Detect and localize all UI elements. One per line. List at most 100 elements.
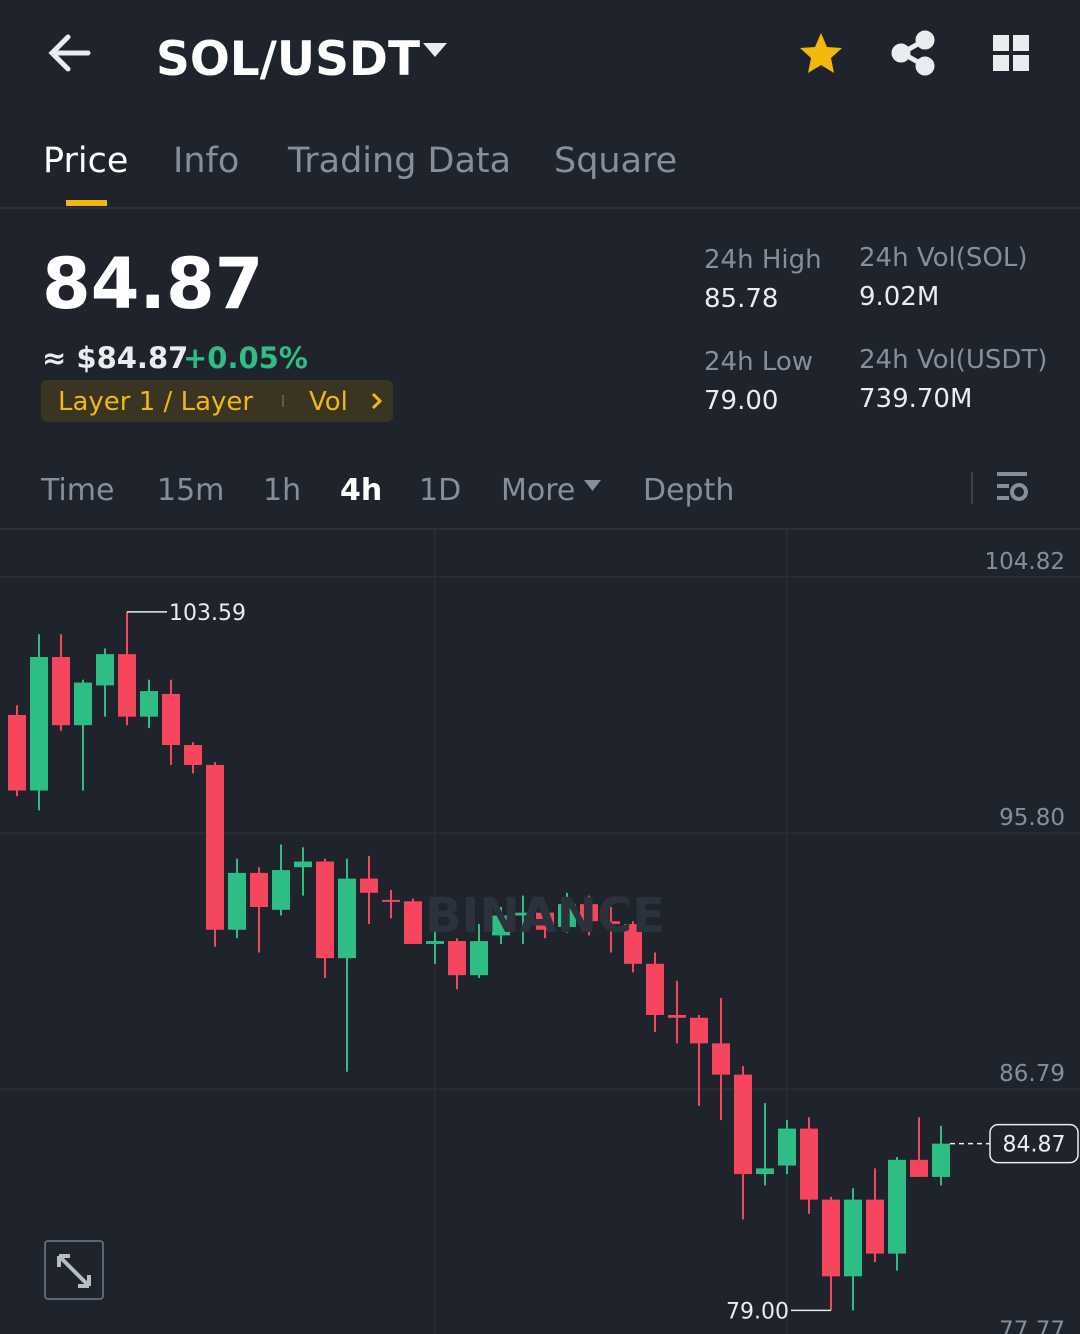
candle-body	[30, 656, 48, 791]
candle-body	[646, 963, 664, 1015]
interval[interactable]: 1D	[419, 473, 461, 508]
expand-button[interactable]	[44, 1240, 104, 1300]
candle-body	[580, 904, 598, 922]
candlestick-chart: 104.82 95.80 86.79 77.77 103.59 79.00 84.87 BIN…	[0, 530, 1080, 1334]
candle-body	[624, 924, 642, 964]
candle-body	[162, 693, 180, 746]
grid-cell	[993, 35, 1009, 51]
pair-dropdown[interactable]	[423, 43, 447, 57]
icon-bar	[997, 484, 1009, 488]
last-price: 84.87	[42, 243, 263, 325]
candle-body	[690, 1017, 708, 1044]
candle-body	[558, 904, 576, 927]
y-tick-label: 77.77	[999, 1317, 1065, 1334]
candle-body	[514, 912, 532, 916]
pair-title[interactable]: SOL/USDT	[156, 32, 420, 87]
candle-body	[492, 915, 510, 936]
stat-label: 24h High	[704, 245, 822, 275]
candle-body	[888, 1159, 906, 1254]
candle-body	[866, 1199, 884, 1254]
interval[interactable]: 1h	[263, 473, 301, 508]
stat-value: 9.02M	[859, 282, 939, 312]
stat-value: 739.70M	[859, 384, 972, 414]
candle-body	[602, 921, 620, 925]
candle-body	[536, 912, 554, 930]
candle-body	[756, 1168, 774, 1175]
interval[interactable]: 15m	[157, 473, 224, 508]
low-label: 79.00	[726, 1299, 789, 1324]
tag-box[interactable]	[41, 380, 393, 422]
high-label: 103.59	[169, 601, 246, 626]
candle-body	[338, 878, 356, 959]
interval[interactable]: More	[501, 473, 575, 508]
share-button[interactable]	[891, 30, 935, 76]
candle-body	[118, 654, 136, 717]
stat-value: 85.78	[704, 284, 778, 314]
candle-body	[470, 941, 488, 976]
more-caret	[584, 480, 601, 491]
icon-bar	[997, 472, 1027, 476]
approx-price: ≈ $84.87	[42, 341, 188, 375]
grid-menu[interactable]	[993, 35, 1029, 71]
candle-body	[96, 654, 114, 686]
divider	[0, 528, 1080, 530]
candle-body	[932, 1143, 950, 1177]
price-change: +0.05%	[183, 341, 308, 375]
candle-body	[8, 714, 26, 791]
divider	[971, 472, 973, 504]
candle-body	[360, 878, 378, 893]
icon-bar	[997, 496, 1009, 500]
interval-active[interactable]: 4h	[340, 473, 382, 508]
tag-chevron	[371, 392, 383, 410]
back-arrow	[48, 34, 91, 72]
share-dot	[915, 30, 935, 50]
candle-body	[74, 682, 92, 726]
candle-body	[184, 745, 202, 765]
stat-label: 24h Vol(USDT)	[859, 345, 1047, 375]
y-tick-label: 104.82	[985, 549, 1065, 575]
candle-body	[228, 872, 246, 930]
candle-body	[448, 941, 466, 976]
candle-body	[52, 656, 70, 726]
candle-body	[316, 861, 334, 959]
y-tick-label: 86.79	[999, 1061, 1065, 1087]
stat-value: 79.00	[704, 386, 778, 416]
divider	[0, 207, 1080, 209]
grid-cell	[1013, 35, 1029, 51]
candle-body	[294, 861, 312, 868]
candle-body	[272, 870, 290, 910]
candle-body	[778, 1128, 796, 1166]
tab[interactable]: Price	[43, 141, 128, 181]
candle-body	[250, 872, 268, 907]
share-dot	[915, 56, 935, 76]
candle-body	[910, 1159, 928, 1177]
candle-body	[404, 901, 422, 944]
interval[interactable]: Depth	[643, 473, 734, 508]
grid-cell	[1013, 55, 1029, 71]
y-tick-label: 95.80	[999, 805, 1065, 831]
grid-cell	[993, 55, 1009, 71]
tab[interactable]: Info	[173, 141, 239, 181]
candle-body	[206, 764, 224, 930]
last-price-box	[989, 1123, 1079, 1164]
candle-body	[426, 941, 444, 944]
candle-body	[712, 1043, 730, 1075]
tab[interactable]: Trading Data	[287, 141, 511, 181]
watermark: BINANCE	[425, 888, 665, 944]
favorite-star[interactable]	[800, 33, 842, 73]
candle-body	[382, 899, 400, 902]
share-dot	[891, 43, 911, 63]
tab[interactable]: Square	[554, 141, 677, 181]
last-price-label: 84.87	[1003, 1133, 1066, 1158]
candle-body	[822, 1199, 840, 1277]
tab-indicator	[66, 200, 107, 206]
back-button[interactable]	[48, 34, 91, 72]
chart-settings[interactable]	[997, 472, 1028, 501]
stat-label: 24h Low	[704, 347, 813, 377]
expand-box	[44, 1240, 104, 1300]
icon-gear	[1010, 483, 1028, 501]
candle-body	[734, 1074, 752, 1175]
interval[interactable]: Time	[40, 473, 114, 508]
